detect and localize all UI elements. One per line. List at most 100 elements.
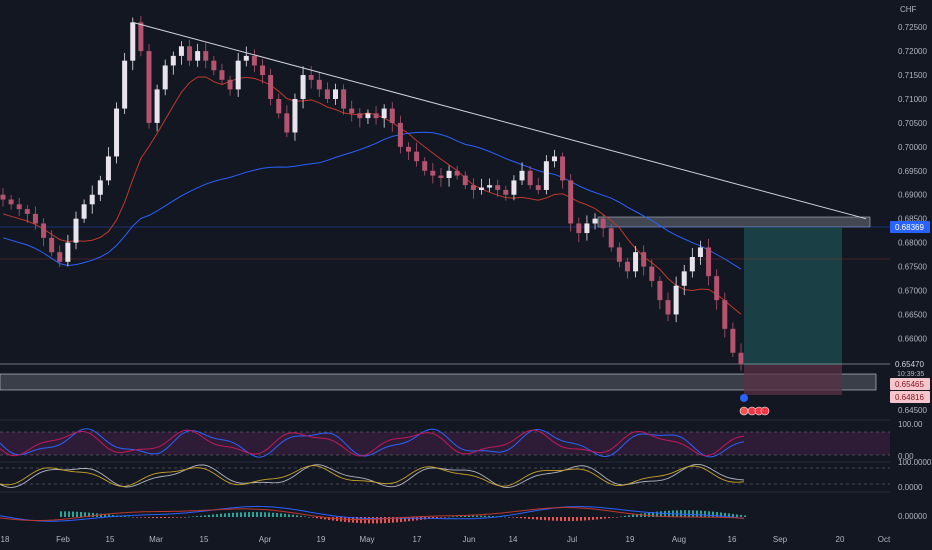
macd-bar [72, 511, 74, 517]
candle [624, 261, 630, 272]
macd-bar [588, 517, 590, 521]
candle [211, 60, 217, 71]
stoch-k-line [0, 428, 745, 458]
macd-bar [516, 517, 518, 518]
candle [470, 185, 476, 190]
macd-bar [324, 517, 326, 520]
macd-bar [168, 517, 170, 518]
macd-bar [620, 516, 622, 518]
macd-bar [436, 517, 438, 519]
macd-bar [392, 517, 394, 523]
candle [292, 98, 298, 133]
trendline[interactable] [132, 21, 867, 416]
macd-bar [584, 517, 586, 521]
price-label: 0.72500 [898, 23, 927, 32]
macd-bar [472, 515, 474, 517]
time-label: 16 [728, 535, 737, 544]
macd-bar [376, 517, 378, 524]
macd-bar [460, 516, 462, 517]
macd-bar [248, 512, 250, 517]
candle [122, 60, 128, 109]
macd-bar [88, 512, 90, 517]
candle [633, 252, 639, 272]
price-label: 0.71500 [898, 71, 927, 80]
macd-bar [468, 515, 470, 517]
event-icons [739, 394, 770, 416]
macd-bar [688, 510, 690, 517]
macd-bar [412, 517, 414, 521]
axis-background [890, 0, 932, 550]
candle [268, 75, 274, 99]
candle [511, 180, 517, 195]
candle [560, 156, 566, 181]
candle [487, 185, 493, 188]
macd-bar [136, 517, 138, 518]
macd-bar [128, 516, 130, 518]
macd-bar [716, 512, 718, 517]
macd-bar [112, 515, 114, 517]
macd-bar [616, 517, 618, 518]
macd-bar [188, 516, 190, 518]
support-zone [0, 373, 877, 391]
macd-bar [80, 511, 82, 517]
macd-bar [580, 517, 582, 521]
macd-bar [236, 512, 238, 517]
macd-bar [532, 517, 534, 520]
macd-bar [540, 517, 542, 520]
macd-bar [220, 513, 222, 517]
candle [16, 204, 22, 210]
macd-bar [148, 517, 150, 518]
indicator-axis-label: 0.00000 [898, 512, 927, 521]
candle [195, 51, 201, 61]
candle [535, 185, 541, 190]
macd-line [0, 505, 745, 522]
macd-bar [68, 511, 70, 517]
macd-bar [204, 515, 206, 517]
candle [446, 170, 452, 178]
macd-bar [252, 512, 254, 517]
candle [308, 75, 314, 80]
candle [162, 65, 168, 90]
macd-bar [280, 513, 282, 517]
macd-bar [464, 515, 466, 517]
macd-bar [212, 514, 214, 517]
macd-bar [100, 513, 102, 517]
candle [422, 161, 428, 171]
macd-bar [500, 516, 502, 518]
candle [551, 156, 557, 162]
macd-bar [656, 511, 658, 517]
macd-bar [228, 513, 230, 517]
macd-bar [108, 514, 110, 517]
macd-bar [316, 517, 318, 519]
candle [641, 252, 647, 267]
countdown: 10:39:35 [897, 371, 924, 378]
support-tag-bg [890, 378, 930, 390]
time-label: Jul [567, 535, 577, 544]
macd-bar [160, 517, 162, 519]
candle [105, 156, 111, 181]
macd-bar [648, 512, 650, 517]
candle [235, 60, 241, 90]
macd-bar [208, 514, 210, 517]
macd-bar [192, 516, 194, 518]
candle [89, 194, 95, 205]
macd-bar [700, 510, 702, 517]
candle [389, 108, 395, 123]
stop-box [744, 365, 842, 395]
candle [519, 170, 525, 181]
macd-bar [632, 514, 634, 517]
price-label: 0.69500 [898, 167, 927, 176]
candle [341, 89, 347, 109]
candle [357, 113, 363, 119]
macd-bar [200, 515, 202, 517]
candle [154, 89, 160, 123]
macd-bar [636, 514, 638, 517]
macd-bar [180, 517, 182, 518]
candle [454, 170, 460, 176]
macd-bar [624, 515, 626, 517]
macd-bar [544, 517, 546, 521]
candle [32, 213, 38, 224]
candle [349, 108, 355, 114]
macd-bar [312, 517, 314, 518]
